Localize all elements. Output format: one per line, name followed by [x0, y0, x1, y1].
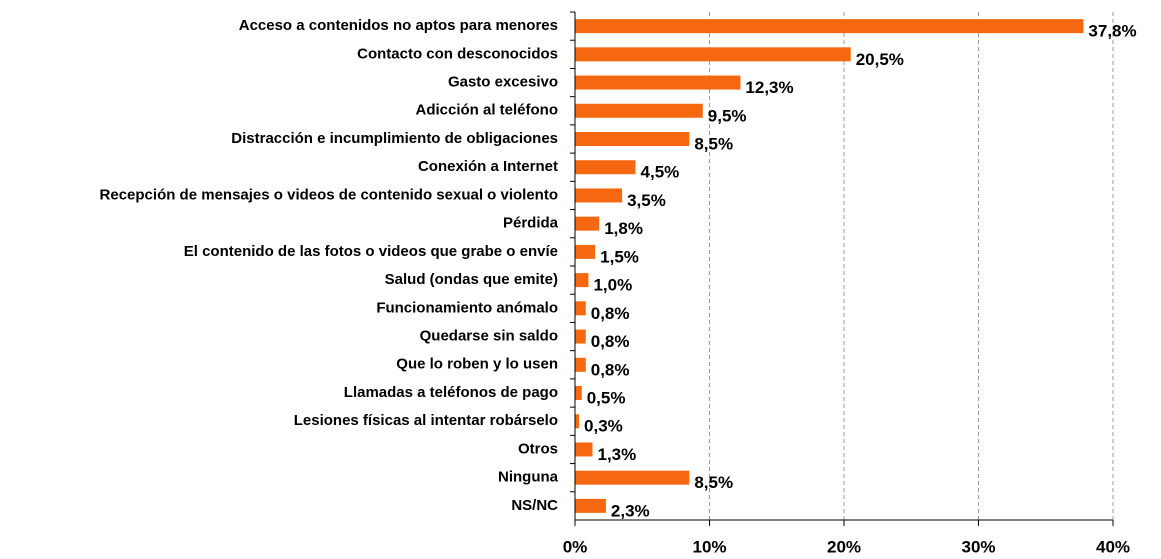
bar [575, 470, 690, 485]
value-label: 0,8% [591, 304, 630, 323]
bar [575, 273, 589, 288]
x-tick-label: 10% [692, 537, 726, 556]
category-label: Contacto con desconocidos [357, 45, 558, 62]
x-tick-label: 40% [1096, 537, 1130, 556]
bar [575, 357, 586, 372]
bar [575, 47, 851, 62]
value-label: 0,8% [591, 332, 630, 351]
bar [575, 442, 593, 457]
bar [575, 414, 580, 429]
bar [575, 132, 690, 146]
value-label: 20,5% [856, 50, 904, 69]
category-label: Pérdida [503, 215, 559, 232]
value-label: 2,3% [611, 501, 650, 520]
x-tick-label: 30% [961, 537, 995, 556]
category-label: Quedarse sin saldo [420, 328, 558, 345]
category-label: Gasto excesivo [448, 74, 558, 91]
category-label: Salud (ondas que emite) [385, 271, 558, 288]
bar [575, 75, 741, 90]
value-label: 12,3% [745, 78, 793, 97]
x-tick-label: 20% [827, 537, 861, 556]
category-label: NS/NC [511, 497, 558, 514]
x-tick-label: 0% [563, 537, 588, 556]
value-label: 1,8% [604, 219, 643, 238]
bar [575, 498, 606, 513]
value-label: 0,5% [587, 388, 626, 407]
bar [575, 160, 636, 175]
bar [575, 386, 582, 400]
value-label: 9,5% [708, 106, 747, 125]
category-label: Que lo roben y lo usen [396, 356, 558, 373]
category-label: Recepción de mensajes o videos de conten… [100, 186, 558, 203]
bar [575, 301, 586, 316]
category-label: Conexión a Internet [418, 158, 558, 175]
bar [575, 244, 596, 259]
category-label: Llamadas a teléfonos de pago [344, 384, 558, 401]
category-label: Ninguna [498, 469, 559, 486]
bar [575, 19, 1084, 34]
category-label: Otros [518, 440, 558, 457]
value-label: 1,3% [597, 445, 636, 464]
category-label: Distracción e incumplimiento de obligaci… [231, 130, 558, 147]
value-label: 8,5% [694, 134, 733, 153]
category-label: Acceso a contenidos no aptos para menore… [239, 17, 558, 34]
category-label: Adicción al teléfono [415, 102, 558, 119]
category-label: Lesiones físicas al intentar robárselo [294, 412, 558, 429]
bar [575, 188, 623, 203]
value-label: 3,5% [627, 191, 666, 210]
category-label: El contenido de las fotos o videos que g… [184, 243, 558, 260]
value-label: 4,5% [641, 163, 680, 182]
bar [575, 216, 600, 231]
value-label: 1,5% [600, 247, 639, 266]
value-label: 0,8% [591, 360, 630, 379]
value-label: 37,8% [1088, 22, 1136, 41]
bar [575, 103, 703, 118]
bar [575, 329, 586, 344]
value-label: 0,3% [584, 417, 623, 436]
category-label: Funcionamiento anómalo [376, 299, 558, 316]
value-label: 1,0% [593, 276, 632, 295]
value-label: 8,5% [694, 473, 733, 492]
